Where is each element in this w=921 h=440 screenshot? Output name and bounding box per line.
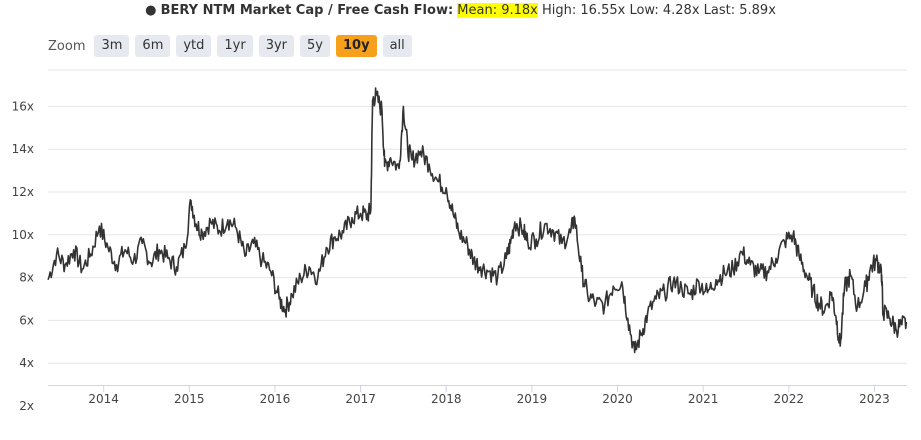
y-tick-label: 6x: [19, 313, 34, 327]
x-tick-label: 2023: [859, 392, 890, 406]
y-axis: 2x 4x 6x 8x 10x 12x 14x 16x: [12, 99, 34, 413]
zoom-6m-button[interactable]: 6m: [135, 35, 171, 57]
x-axis: 2014 2015 2016 2017 2018 2019 2020 2021 2022 2023: [48, 385, 907, 406]
y-tick-label: 10x: [12, 228, 34, 242]
x-tick-label: 2022: [774, 392, 805, 406]
zoom-bar: Zoom 3m 6m ytd 1yr 3yr 5y 10y all: [48, 35, 418, 57]
y-tick-label: 14x: [12, 142, 34, 156]
title-mean: Mean: 9.18x: [457, 3, 538, 18]
y-tick-label: 12x: [12, 185, 34, 199]
zoom-5y-button[interactable]: 5y: [300, 35, 330, 57]
chart-series: [47, 87, 908, 354]
title-last: Last: 5.89x: [703, 3, 776, 18]
x-tick-label: 2021: [688, 392, 719, 406]
y-tick-label: 2x: [19, 399, 34, 413]
title-high: High: 16.55x: [542, 3, 626, 18]
chart-grid: [48, 69, 907, 364]
y-tick-label: 16x: [12, 99, 34, 113]
chart-title: ● BERY NTM Market Cap / Free Cash Flow: …: [0, 3, 921, 18]
x-tick-label: 2017: [345, 392, 376, 406]
zoom-3yr-button[interactable]: 3yr: [258, 35, 295, 57]
zoom-3m-button[interactable]: 3m: [94, 35, 130, 57]
zoom-ytd-button[interactable]: ytd: [176, 35, 212, 57]
title-low: Low: 4.28x: [629, 3, 700, 18]
zoom-all-button[interactable]: all: [382, 35, 412, 57]
title-bullet: ●: [145, 3, 157, 18]
title-main: BERY NTM Market Cap / Free Cash Flow:: [160, 3, 454, 18]
x-tick-label: 2016: [260, 392, 291, 406]
zoom-1yr-button[interactable]: 1yr: [217, 35, 253, 57]
x-tick-label: 2014: [88, 392, 119, 406]
zoom-label: Zoom: [48, 38, 86, 54]
series-line-0: [47, 87, 908, 354]
x-tick-label: 2018: [431, 392, 462, 406]
zoom-10y-button[interactable]: 10y: [336, 35, 377, 57]
x-tick-label: 2015: [174, 392, 205, 406]
y-tick-label: 4x: [19, 356, 34, 370]
y-tick-label: 8x: [19, 271, 34, 285]
x-tick-label: 2019: [517, 392, 548, 406]
x-tick-label: 2020: [602, 392, 633, 406]
